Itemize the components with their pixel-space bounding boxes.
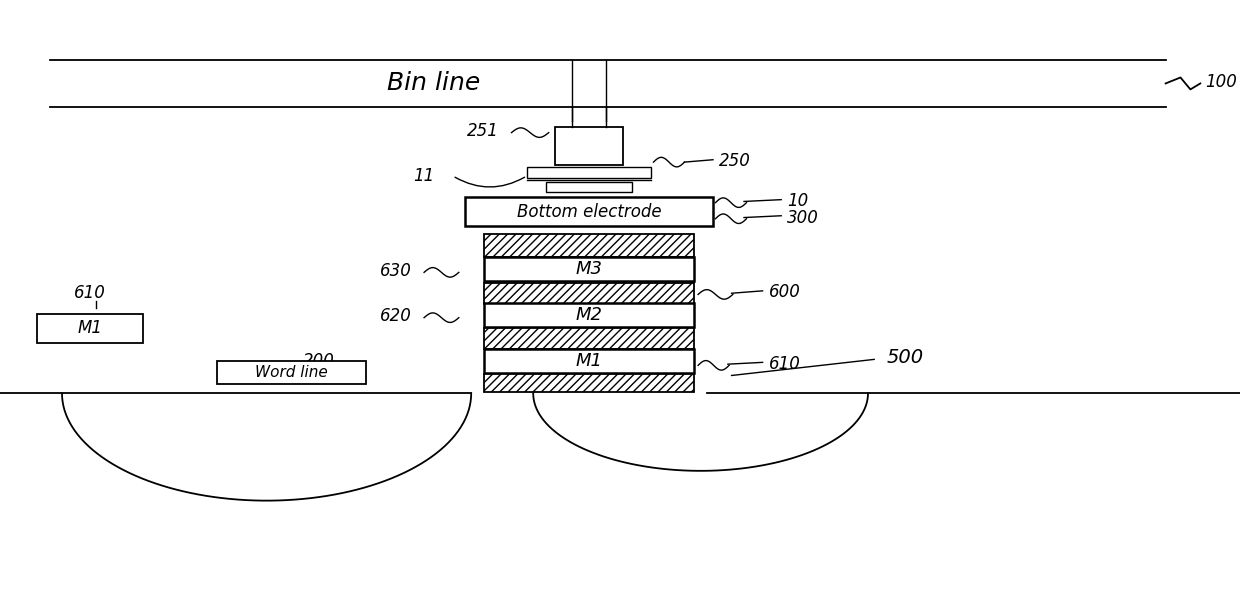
- Bar: [546, 182, 632, 192]
- Text: Bottom electrode: Bottom electrode: [517, 203, 661, 221]
- Bar: [37, 314, 143, 343]
- Bar: [484, 349, 694, 372]
- Text: 10: 10: [787, 192, 808, 210]
- Text: M3: M3: [575, 260, 603, 278]
- Text: 610: 610: [74, 284, 105, 302]
- Text: 600: 600: [769, 283, 801, 301]
- Bar: [465, 197, 713, 226]
- Text: 200: 200: [303, 352, 335, 370]
- Bar: [484, 328, 694, 349]
- Text: 620: 620: [379, 307, 412, 325]
- Text: 300: 300: [787, 209, 820, 226]
- Bar: [556, 127, 622, 165]
- Text: 630: 630: [379, 262, 412, 280]
- Text: 100: 100: [1205, 73, 1238, 91]
- Bar: [217, 361, 366, 384]
- Text: 251: 251: [467, 122, 498, 141]
- Bar: [484, 257, 694, 281]
- Text: 11: 11: [413, 167, 434, 185]
- Text: M2: M2: [575, 306, 603, 324]
- Bar: [527, 167, 651, 178]
- Text: 610: 610: [769, 355, 801, 372]
- Text: Bin line: Bin line: [387, 72, 481, 95]
- Text: 500: 500: [887, 348, 924, 367]
- Text: M1: M1: [575, 352, 603, 370]
- Text: Word line: Word line: [255, 365, 327, 380]
- Bar: [484, 374, 694, 392]
- Text: M1: M1: [77, 319, 103, 337]
- Bar: [484, 303, 694, 327]
- Bar: [484, 283, 694, 303]
- Text: 250: 250: [719, 152, 751, 170]
- Bar: [484, 234, 694, 257]
